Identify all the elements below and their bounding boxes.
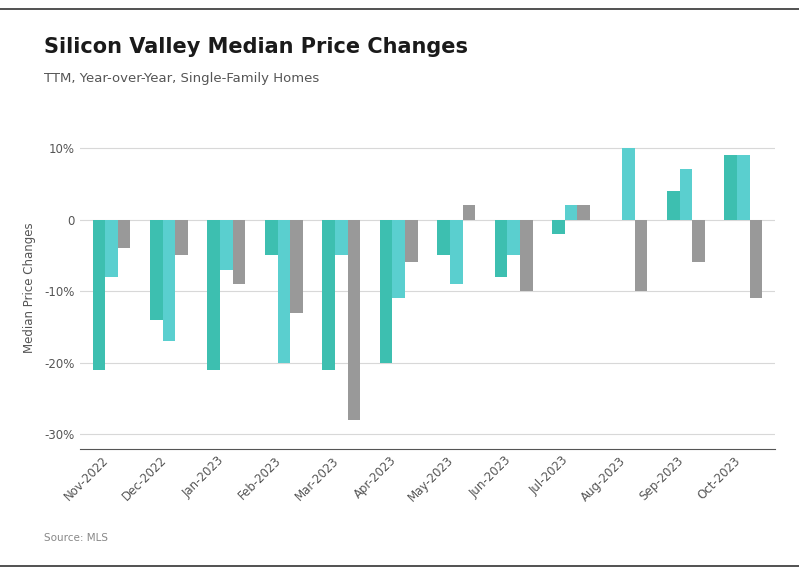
Bar [163,220,175,341]
Bar [622,148,635,220]
Bar [437,220,450,255]
Bar [680,170,692,220]
Bar [348,220,360,420]
Bar [737,155,749,220]
Bar [725,155,737,220]
Text: Silicon Valley Median Price Changes: Silicon Valley Median Price Changes [44,37,468,58]
Bar [277,220,290,363]
Bar [175,220,188,255]
Bar [150,220,163,320]
Bar [335,220,348,255]
Bar [208,220,220,370]
Bar [463,205,475,220]
Bar [565,205,578,220]
Bar [290,220,303,313]
Bar [233,220,245,284]
Text: TTM, Year-over-Year, Single-Family Homes: TTM, Year-over-Year, Single-Family Homes [44,72,319,85]
Bar [322,220,335,370]
Bar [507,220,520,255]
Bar [692,220,705,262]
Bar [667,191,680,220]
Bar [450,220,463,284]
Bar [749,220,762,298]
Legend: San Mateo, Santa Clara, Santa Cruz: San Mateo, Santa Clara, Santa Cruz [247,571,608,575]
Bar [495,220,507,277]
Bar [552,220,565,234]
Bar [635,220,647,291]
Bar [105,220,117,277]
Y-axis label: Median Price Changes: Median Price Changes [22,222,36,353]
Text: Source: MLS: Source: MLS [44,534,108,543]
Bar [405,220,418,262]
Bar [117,220,130,248]
Bar [220,220,233,270]
Bar [578,205,590,220]
Bar [93,220,105,370]
Bar [392,220,405,298]
Bar [380,220,392,363]
Bar [520,220,533,291]
Bar [265,220,277,255]
